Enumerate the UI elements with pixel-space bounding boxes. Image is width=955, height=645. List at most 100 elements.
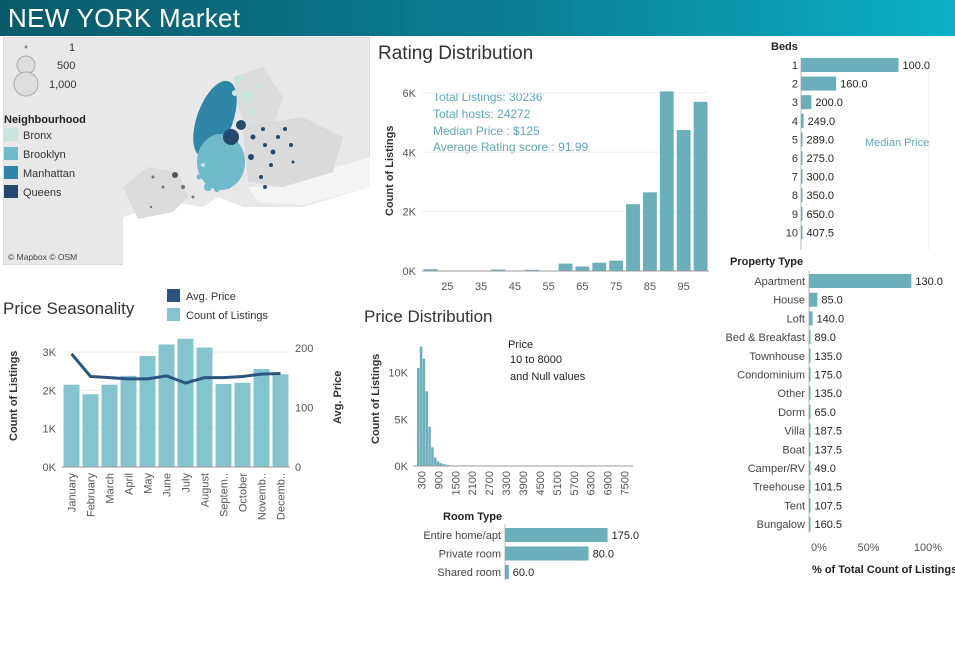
price-dist-bar[interactable]	[425, 391, 428, 466]
rating-bar[interactable]	[491, 269, 505, 271]
beds-bar[interactable]	[801, 58, 899, 72]
property-bar[interactable]	[809, 311, 813, 326]
seasonality-bar[interactable]	[63, 384, 80, 467]
property-bar[interactable]	[809, 517, 811, 532]
property-bar[interactable]	[809, 498, 811, 513]
price-dist-y-tick: 10K	[388, 368, 408, 380]
seasonality-x-tick: July	[181, 473, 193, 493]
rating-bar[interactable]	[524, 269, 539, 271]
room-chart[interactable]: Entire home/apt 175.0 Private room 80.0 Shar…	[405, 508, 660, 583]
room-bar[interactable]	[505, 528, 608, 542]
beds-category-label: 3	[792, 97, 798, 109]
rating-x-tick: 35	[475, 281, 487, 293]
beds-bar[interactable]	[801, 206, 803, 221]
price-dist-bar[interactable]	[419, 346, 423, 466]
price-dist-x-tick: 6900	[603, 471, 615, 495]
rating-bar[interactable]	[575, 266, 590, 271]
legend-swatch-count	[167, 308, 180, 321]
rating-chart[interactable]: Count of Listings Total Listings: 30236 …	[374, 40, 719, 297]
seasonality-bar[interactable]	[272, 374, 289, 467]
rating-bar[interactable]	[659, 91, 674, 271]
property-bar[interactable]	[809, 386, 811, 401]
neighbourhood-map[interactable]: 1 500 1,000 Neighbourhood Bronx Brooklyn…	[2, 36, 371, 266]
beds-annotation: Median Price	[865, 137, 929, 149]
seasonality-bar[interactable]	[177, 338, 194, 467]
price-dist-x-tick: 300	[416, 471, 428, 489]
beds-bar[interactable]	[801, 188, 803, 203]
property-bar[interactable]	[809, 330, 811, 345]
property-category-label: Apartment	[754, 276, 805, 288]
price-dist-bar[interactable]	[445, 464, 448, 466]
rating-bar[interactable]	[642, 192, 657, 271]
rating-bar[interactable]	[609, 260, 624, 271]
beds-bar[interactable]	[801, 169, 803, 184]
price-dist-bar[interactable]	[422, 358, 426, 466]
seasonality-bar[interactable]	[234, 382, 251, 467]
seasonality-bar[interactable]	[120, 375, 137, 467]
property-bar[interactable]	[809, 461, 811, 475]
price-dist-bar[interactable]	[442, 464, 445, 466]
rating-bar[interactable]	[558, 263, 573, 271]
avg-price-line[interactable]	[70, 352, 281, 385]
rating-bar[interactable]	[676, 130, 691, 271]
property-title: Property Type	[730, 256, 804, 268]
bronx-cluster[interactable]	[242, 91, 254, 103]
property-bar[interactable]	[809, 348, 811, 363]
room-bar[interactable]	[505, 565, 509, 579]
rating-bar[interactable]	[626, 204, 640, 271]
beds-bar[interactable]	[801, 132, 803, 147]
property-bar[interactable]	[809, 423, 811, 438]
beds-bar[interactable]	[801, 225, 803, 240]
seasonality-x-tick: March	[105, 473, 117, 504]
property-bar[interactable]	[809, 292, 818, 307]
property-bar[interactable]	[809, 404, 811, 419]
price-dist-bar[interactable]	[417, 368, 420, 466]
seasonality-bar[interactable]	[101, 384, 118, 467]
price-dist-bar[interactable]	[439, 463, 443, 466]
property-bar[interactable]	[809, 479, 811, 494]
beds-category-label: 4	[792, 116, 798, 128]
legend-swatch-brooklyn	[4, 147, 18, 160]
rating-x-tick: 65	[576, 281, 588, 293]
seasonality-bar[interactable]	[253, 368, 270, 467]
seasonality-bar[interactable]	[196, 347, 213, 467]
rating-bar[interactable]	[592, 262, 607, 271]
beds-value-label: 650.0	[807, 209, 835, 221]
price-dist-x-tick: 2700	[484, 471, 496, 495]
room-category-label: Private room	[439, 549, 501, 561]
seasonality-bar[interactable]	[215, 383, 232, 467]
beds-bar[interactable]	[801, 95, 812, 110]
property-chart[interactable]: % of Total Count of Listings Apartment 13…	[720, 253, 955, 578]
seasonality-chart[interactable]: Avg. Price Count of Listings Count of Li…	[0, 283, 360, 528]
seasonality-bar[interactable]	[158, 344, 175, 467]
price-dist-bar[interactable]	[431, 447, 434, 466]
beds-bar[interactable]	[801, 76, 837, 91]
seasonality-y-right-tick: 0	[295, 462, 301, 474]
rating-bar[interactable]	[423, 269, 438, 271]
seasonality-bar[interactable]	[139, 355, 156, 467]
legend-label-bronx: Bronx	[23, 130, 52, 142]
price-dist-bar[interactable]	[436, 461, 440, 466]
property-category-label: Other	[777, 388, 805, 400]
beds-bar[interactable]	[801, 113, 804, 128]
rating-bar[interactable]	[693, 101, 708, 271]
beds-category-label: 5	[792, 134, 798, 146]
property-category-label: Bungalow	[757, 519, 805, 531]
map-panel[interactable]: 1 500 1,000 Neighbourhood Bronx Brooklyn…	[2, 36, 371, 266]
seasonality-y-left-tick: 0K	[43, 462, 57, 474]
property-category-label: Townhouse	[749, 351, 805, 363]
price-dist-panel: Price Distribution Count of Listings Pri…	[361, 300, 661, 510]
seasonality-bar[interactable]	[82, 394, 99, 467]
room-bar[interactable]	[505, 546, 589, 561]
queens-cluster[interactable]	[223, 129, 239, 145]
property-bar[interactable]	[809, 367, 811, 382]
price-dist-bar[interactable]	[428, 426, 431, 466]
beds-bar[interactable]	[801, 151, 803, 165]
property-bar[interactable]	[809, 442, 811, 457]
beds-chart[interactable]: Median Price 1 100.0 2 160.0 3 200.0 4 249.0 5 28…	[720, 40, 955, 252]
property-bar[interactable]	[809, 274, 912, 288]
price-dist-chart[interactable]: Count of Listings Price 10 to 8000 and N…	[361, 300, 661, 510]
rating-stats: Total Listings: 30236 Total hosts: 24272…	[433, 90, 589, 154]
price-dist-bar[interactable]	[433, 457, 437, 466]
map-bubbles[interactable]	[149, 75, 295, 209]
